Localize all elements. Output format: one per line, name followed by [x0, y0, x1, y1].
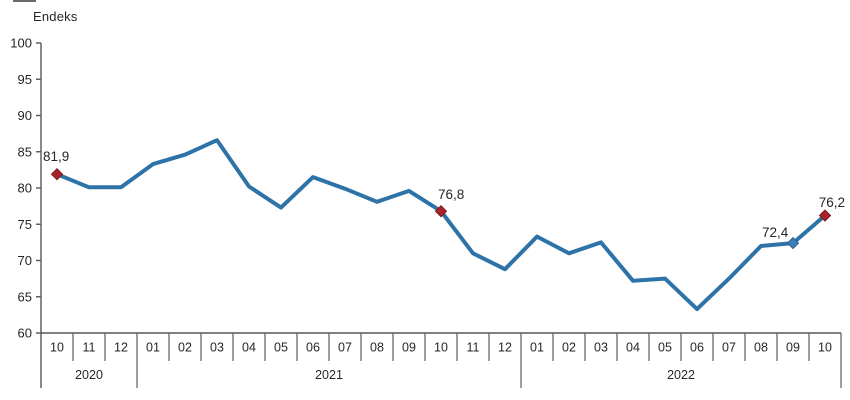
y-axis-tick-label: 60	[18, 326, 32, 341]
edge-artifact	[13, 0, 36, 2]
x-month-label: 08	[754, 341, 768, 355]
x-year-label: 2021	[315, 368, 343, 382]
x-month-label: 02	[178, 341, 192, 355]
x-month-label: 09	[786, 341, 800, 355]
x-year-label: 2022	[667, 368, 695, 382]
data-point-value-label: 72,4	[762, 225, 789, 240]
y-axis-tick-label: 70	[18, 253, 32, 268]
x-month-label: 11	[83, 341, 96, 355]
y-axis-tick-label: 90	[18, 108, 32, 123]
x-year-label: 2020	[75, 368, 103, 382]
x-month-label: 06	[306, 341, 320, 355]
y-axis-tick-label: 65	[18, 289, 32, 304]
data-point-marker-red	[818, 209, 832, 222]
x-month-label: 10	[50, 341, 64, 355]
x-month-label: 07	[338, 341, 352, 355]
x-month-label: 01	[530, 341, 544, 355]
x-month-label: 10	[818, 341, 832, 355]
x-month-label: 04	[242, 341, 256, 355]
data-point-value-label: 76,2	[819, 195, 845, 210]
x-month-label: 01	[146, 341, 160, 355]
x-month-label: 05	[274, 341, 288, 355]
x-month-label: 07	[722, 341, 736, 355]
x-month-label: 02	[562, 341, 576, 355]
x-month-label: 11	[467, 341, 480, 355]
y-axis-tick-label: 95	[18, 72, 32, 87]
x-month-label: 05	[658, 341, 672, 355]
x-month-label: 08	[370, 341, 384, 355]
chart-title: Endeks	[33, 9, 78, 24]
data-point-marker-red	[434, 204, 448, 218]
y-axis-tick-label: 80	[18, 181, 32, 196]
x-month-label: 10	[434, 341, 448, 355]
x-month-label: 09	[402, 341, 416, 355]
x-month-label: 03	[210, 341, 224, 355]
data-point-value-label: 76,8	[438, 187, 464, 202]
data-point-marker-blue	[786, 236, 800, 250]
y-axis-tick-label: 100	[10, 36, 32, 51]
y-axis-tick-label: 85	[18, 144, 32, 159]
x-month-label: 12	[114, 341, 128, 355]
x-month-label: 12	[498, 341, 512, 355]
x-month-label: 04	[626, 341, 640, 355]
index-line	[55, 138, 827, 312]
data-point-value-label: 81,9	[43, 149, 69, 164]
x-month-label: 03	[594, 341, 608, 355]
data-point-marker-red	[50, 168, 64, 181]
y-axis-tick-label: 75	[18, 217, 32, 232]
x-month-label: 06	[690, 341, 704, 355]
